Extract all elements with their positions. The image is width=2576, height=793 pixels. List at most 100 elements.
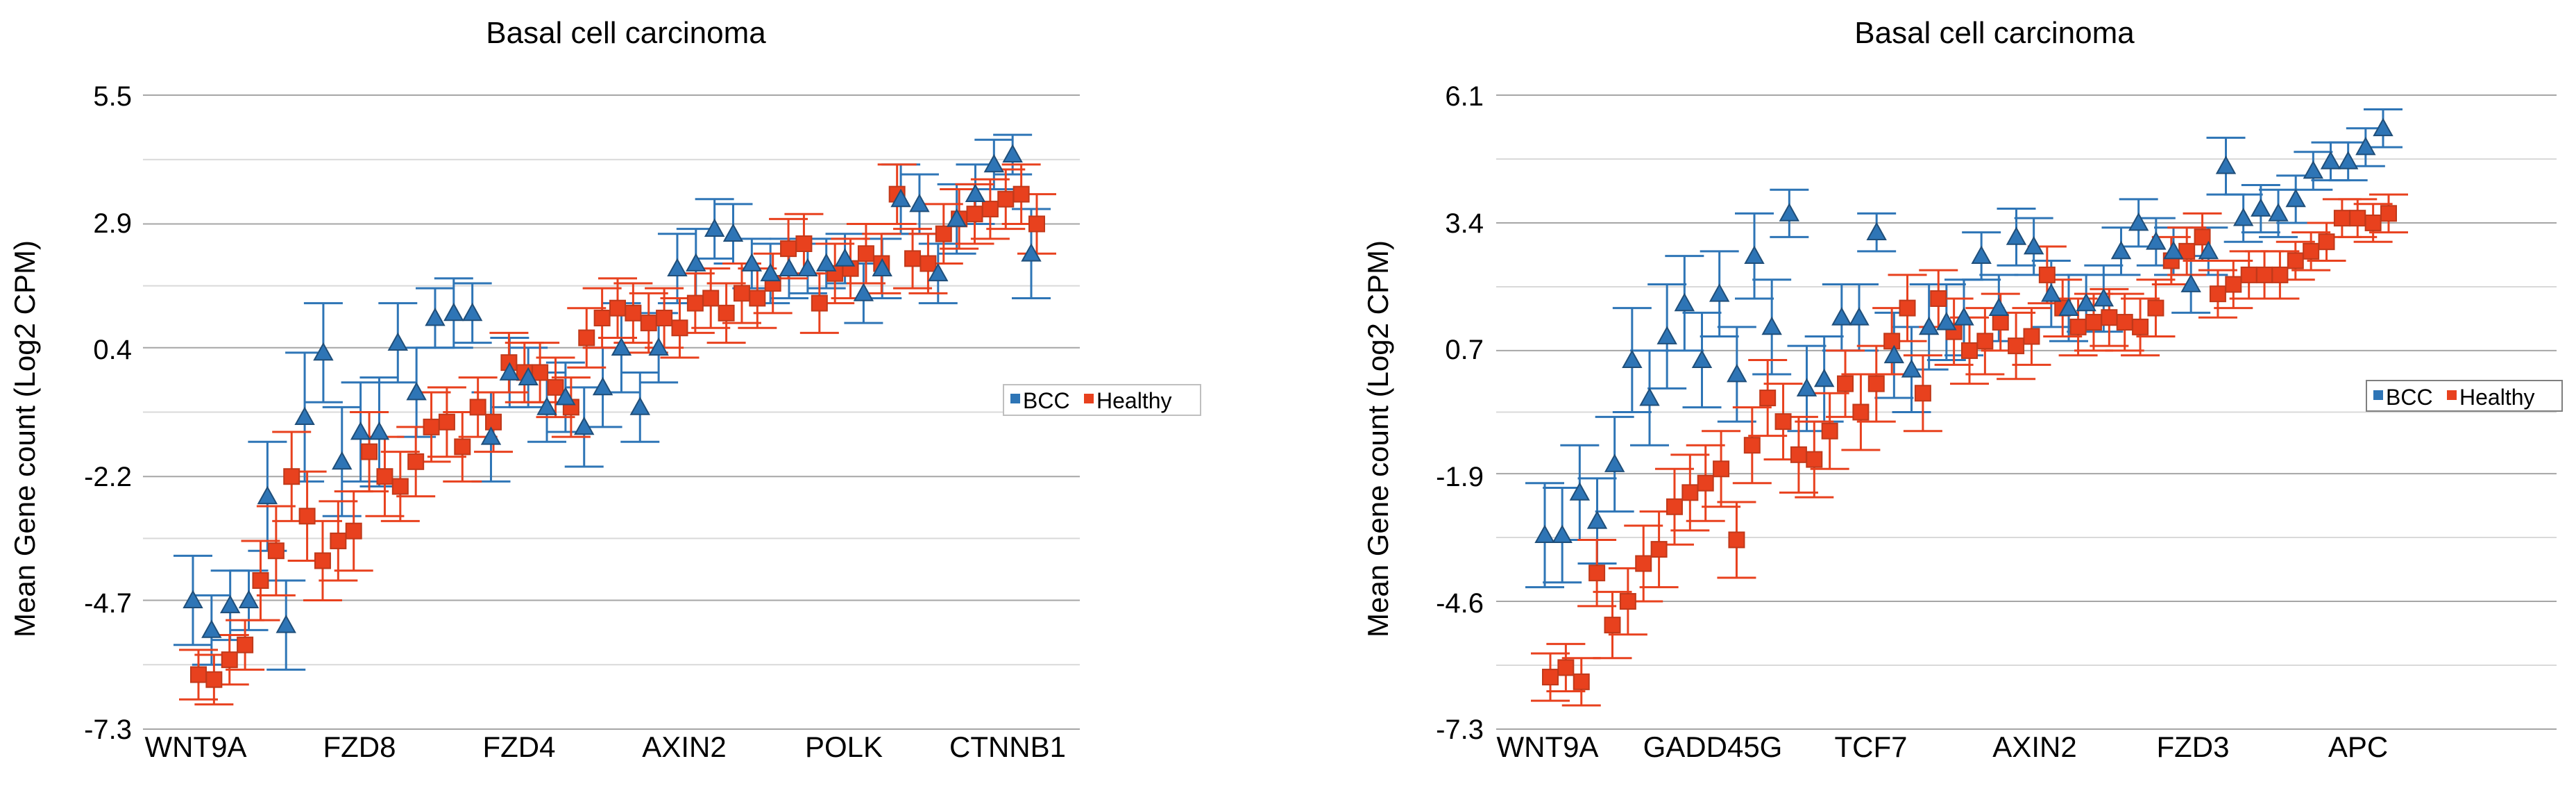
bcc-point [238, 590, 260, 608]
bcc-point [2058, 297, 2079, 317]
bcc-point [704, 218, 725, 237]
legend-swatch-healthy [1084, 394, 1094, 403]
healthy-point [733, 285, 750, 302]
healthy-point [2116, 314, 2133, 331]
healthy-point [1542, 669, 1559, 686]
healthy-point [2240, 266, 2257, 283]
healthy-point [2256, 266, 2273, 283]
x-category-label: CTNNB1 [949, 731, 1066, 763]
bcc-point [1761, 316, 1782, 335]
bcc-point [2006, 226, 2027, 245]
x-category-label: WNT9A [145, 731, 247, 763]
bcc-point [2180, 274, 2201, 292]
legend-swatch-bcc [1010, 394, 1020, 403]
bcc-point [1586, 510, 1608, 529]
healthy-point [2349, 210, 2366, 227]
legend-label-healthy: Healthy [2459, 385, 2535, 410]
healthy-point [1588, 565, 1606, 582]
bcc-point [1744, 245, 1765, 265]
healthy-point [2147, 299, 2164, 317]
healthy-point [1666, 498, 1683, 515]
bcc-point [536, 396, 557, 415]
healthy-point [795, 235, 813, 252]
healthy-point [237, 636, 254, 653]
healthy-point [376, 468, 393, 485]
y-tick-label: -7.3 [1436, 715, 1484, 745]
healthy-point [997, 190, 1015, 208]
healthy-point [1930, 290, 1947, 307]
y-tick-label: -1.9 [1436, 462, 1484, 492]
healthy-point [2380, 205, 2397, 222]
healthy-point [1619, 593, 1636, 610]
y-tick-label: 3.4 [1445, 208, 1484, 239]
healthy-point [1790, 446, 1807, 463]
bcc-point [1796, 378, 1817, 396]
healthy-point [1914, 385, 1931, 402]
bcc-point [294, 406, 315, 426]
bcc-point [2110, 240, 2132, 260]
y-tick-label: 2.9 [93, 208, 132, 239]
y-tick-label: 0.4 [93, 335, 132, 365]
bcc-point [2373, 117, 2393, 137]
bcc-point [2251, 198, 2271, 217]
x-category-label: POLK [805, 731, 883, 763]
y-axis-label: Mean Gene count (Log2 CPM) [8, 240, 41, 637]
bcc-point [313, 342, 334, 361]
y-tick-label: 6.1 [1445, 81, 1484, 112]
healthy-point [2023, 328, 2040, 345]
bcc-point [1021, 243, 1042, 262]
y-tick-label: -2.2 [84, 462, 132, 492]
healthy-point [1012, 185, 1030, 203]
healthy-point [1713, 460, 1730, 478]
bcc-point [2041, 283, 2062, 302]
bcc-point [1813, 368, 1835, 387]
healthy-point [640, 315, 657, 332]
y-tick-label: -7.3 [84, 715, 132, 745]
legend-swatch-healthy [2447, 390, 2457, 400]
healthy-point [2085, 314, 2102, 331]
healthy-point [2303, 242, 2320, 260]
legend-box [2366, 380, 2563, 412]
bcc-point [2303, 160, 2324, 179]
healthy-point [811, 294, 828, 312]
healthy-point [1573, 673, 1590, 690]
bcc-point [1639, 387, 1660, 406]
bcc-point [1534, 524, 1555, 544]
x-category-label: WNT9A [1497, 731, 1599, 763]
y-tick-label: -4.6 [1436, 588, 1484, 619]
healthy-point [1976, 333, 1994, 350]
x-category-label: GADD45G [1643, 731, 1783, 763]
healthy-point [2101, 309, 2118, 326]
bcc-point [2076, 292, 2096, 312]
x-category-label: FZD4 [483, 731, 556, 763]
bcc-point [1954, 307, 1974, 326]
healthy-point [547, 378, 564, 396]
bcc-point [387, 332, 408, 351]
bcc-point [1779, 203, 1800, 222]
bcc-point [1988, 297, 2010, 317]
legend-label-bcc: BCC [2386, 385, 2433, 410]
bcc-point [946, 208, 967, 227]
bcc-point [499, 362, 520, 381]
bcc-point [1918, 316, 1940, 335]
bcc-point [741, 253, 763, 272]
healthy-point [1028, 215, 1045, 233]
bcc-point [518, 367, 539, 385]
bcc-point [1674, 292, 1695, 312]
healthy-point [485, 413, 502, 431]
bcc-point [574, 416, 595, 435]
bcc-point [667, 258, 688, 277]
bcc-point [276, 615, 296, 633]
healthy-point [361, 443, 378, 460]
bcc-point [816, 253, 837, 272]
y-tick-label: 0.7 [1445, 335, 1484, 365]
bcc-point [1552, 524, 1573, 544]
healthy-point [1852, 403, 1870, 421]
bcc-point [648, 337, 669, 356]
bcc-point [555, 387, 576, 406]
bcc-point [928, 262, 949, 282]
healthy-point [298, 508, 316, 525]
healthy-point [1604, 617, 1621, 634]
healthy-point [671, 319, 688, 337]
bcc-point [443, 302, 464, 322]
